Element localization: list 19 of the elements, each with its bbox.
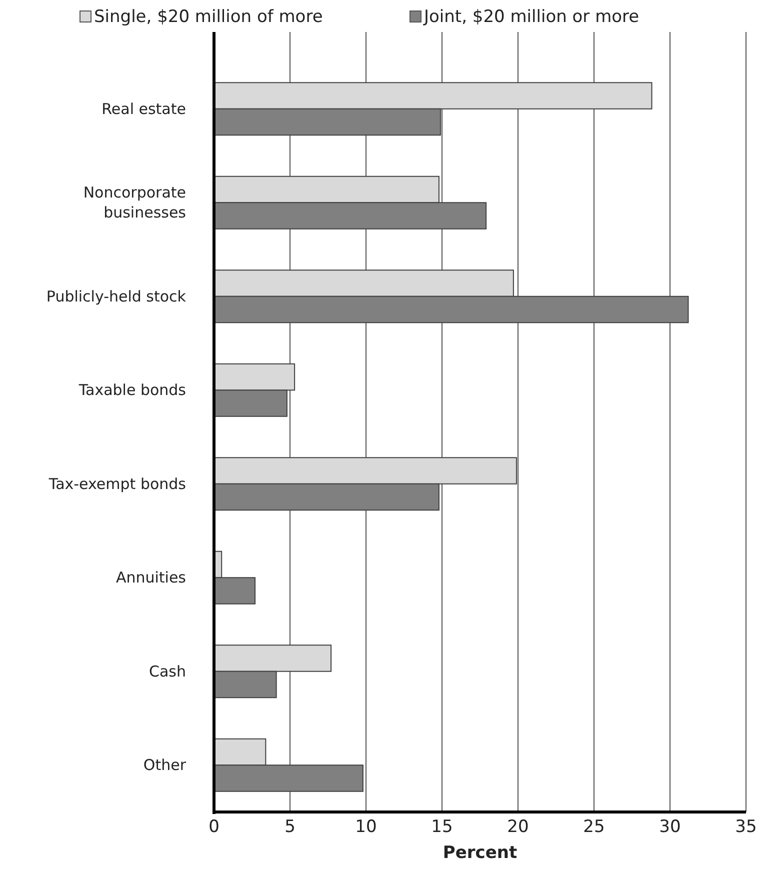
x-tick-label: 5 bbox=[284, 817, 296, 837]
x-tick-label: 15 bbox=[431, 817, 453, 837]
y-tick-label: Taxable bonds bbox=[78, 381, 186, 400]
y-tick-label: Cash bbox=[149, 662, 186, 680]
x-tick-label: 0 bbox=[208, 817, 220, 837]
x-tick-label: 35 bbox=[735, 817, 757, 837]
x-tick-label: 25 bbox=[583, 817, 605, 837]
legend-label: Joint, $20 million or more bbox=[423, 7, 640, 27]
legend-label: Single, $20 million of more bbox=[94, 7, 323, 27]
x-tick-label: 30 bbox=[659, 817, 681, 837]
y-tick-label: Publicly-held stock bbox=[46, 287, 186, 306]
x-tick-label: 20 bbox=[507, 817, 529, 837]
y-tick-label: Tax-exempt bonds bbox=[48, 474, 186, 493]
x-axis-title: Percent bbox=[442, 843, 518, 863]
x-tick-label: 10 bbox=[355, 817, 377, 837]
y-tick-label: Noncorporate businesses bbox=[83, 184, 186, 222]
y-tick-label: Annuities bbox=[116, 568, 186, 587]
y-tick-label: Other bbox=[143, 756, 187, 774]
y-tick-label: Real estate bbox=[102, 100, 186, 118]
